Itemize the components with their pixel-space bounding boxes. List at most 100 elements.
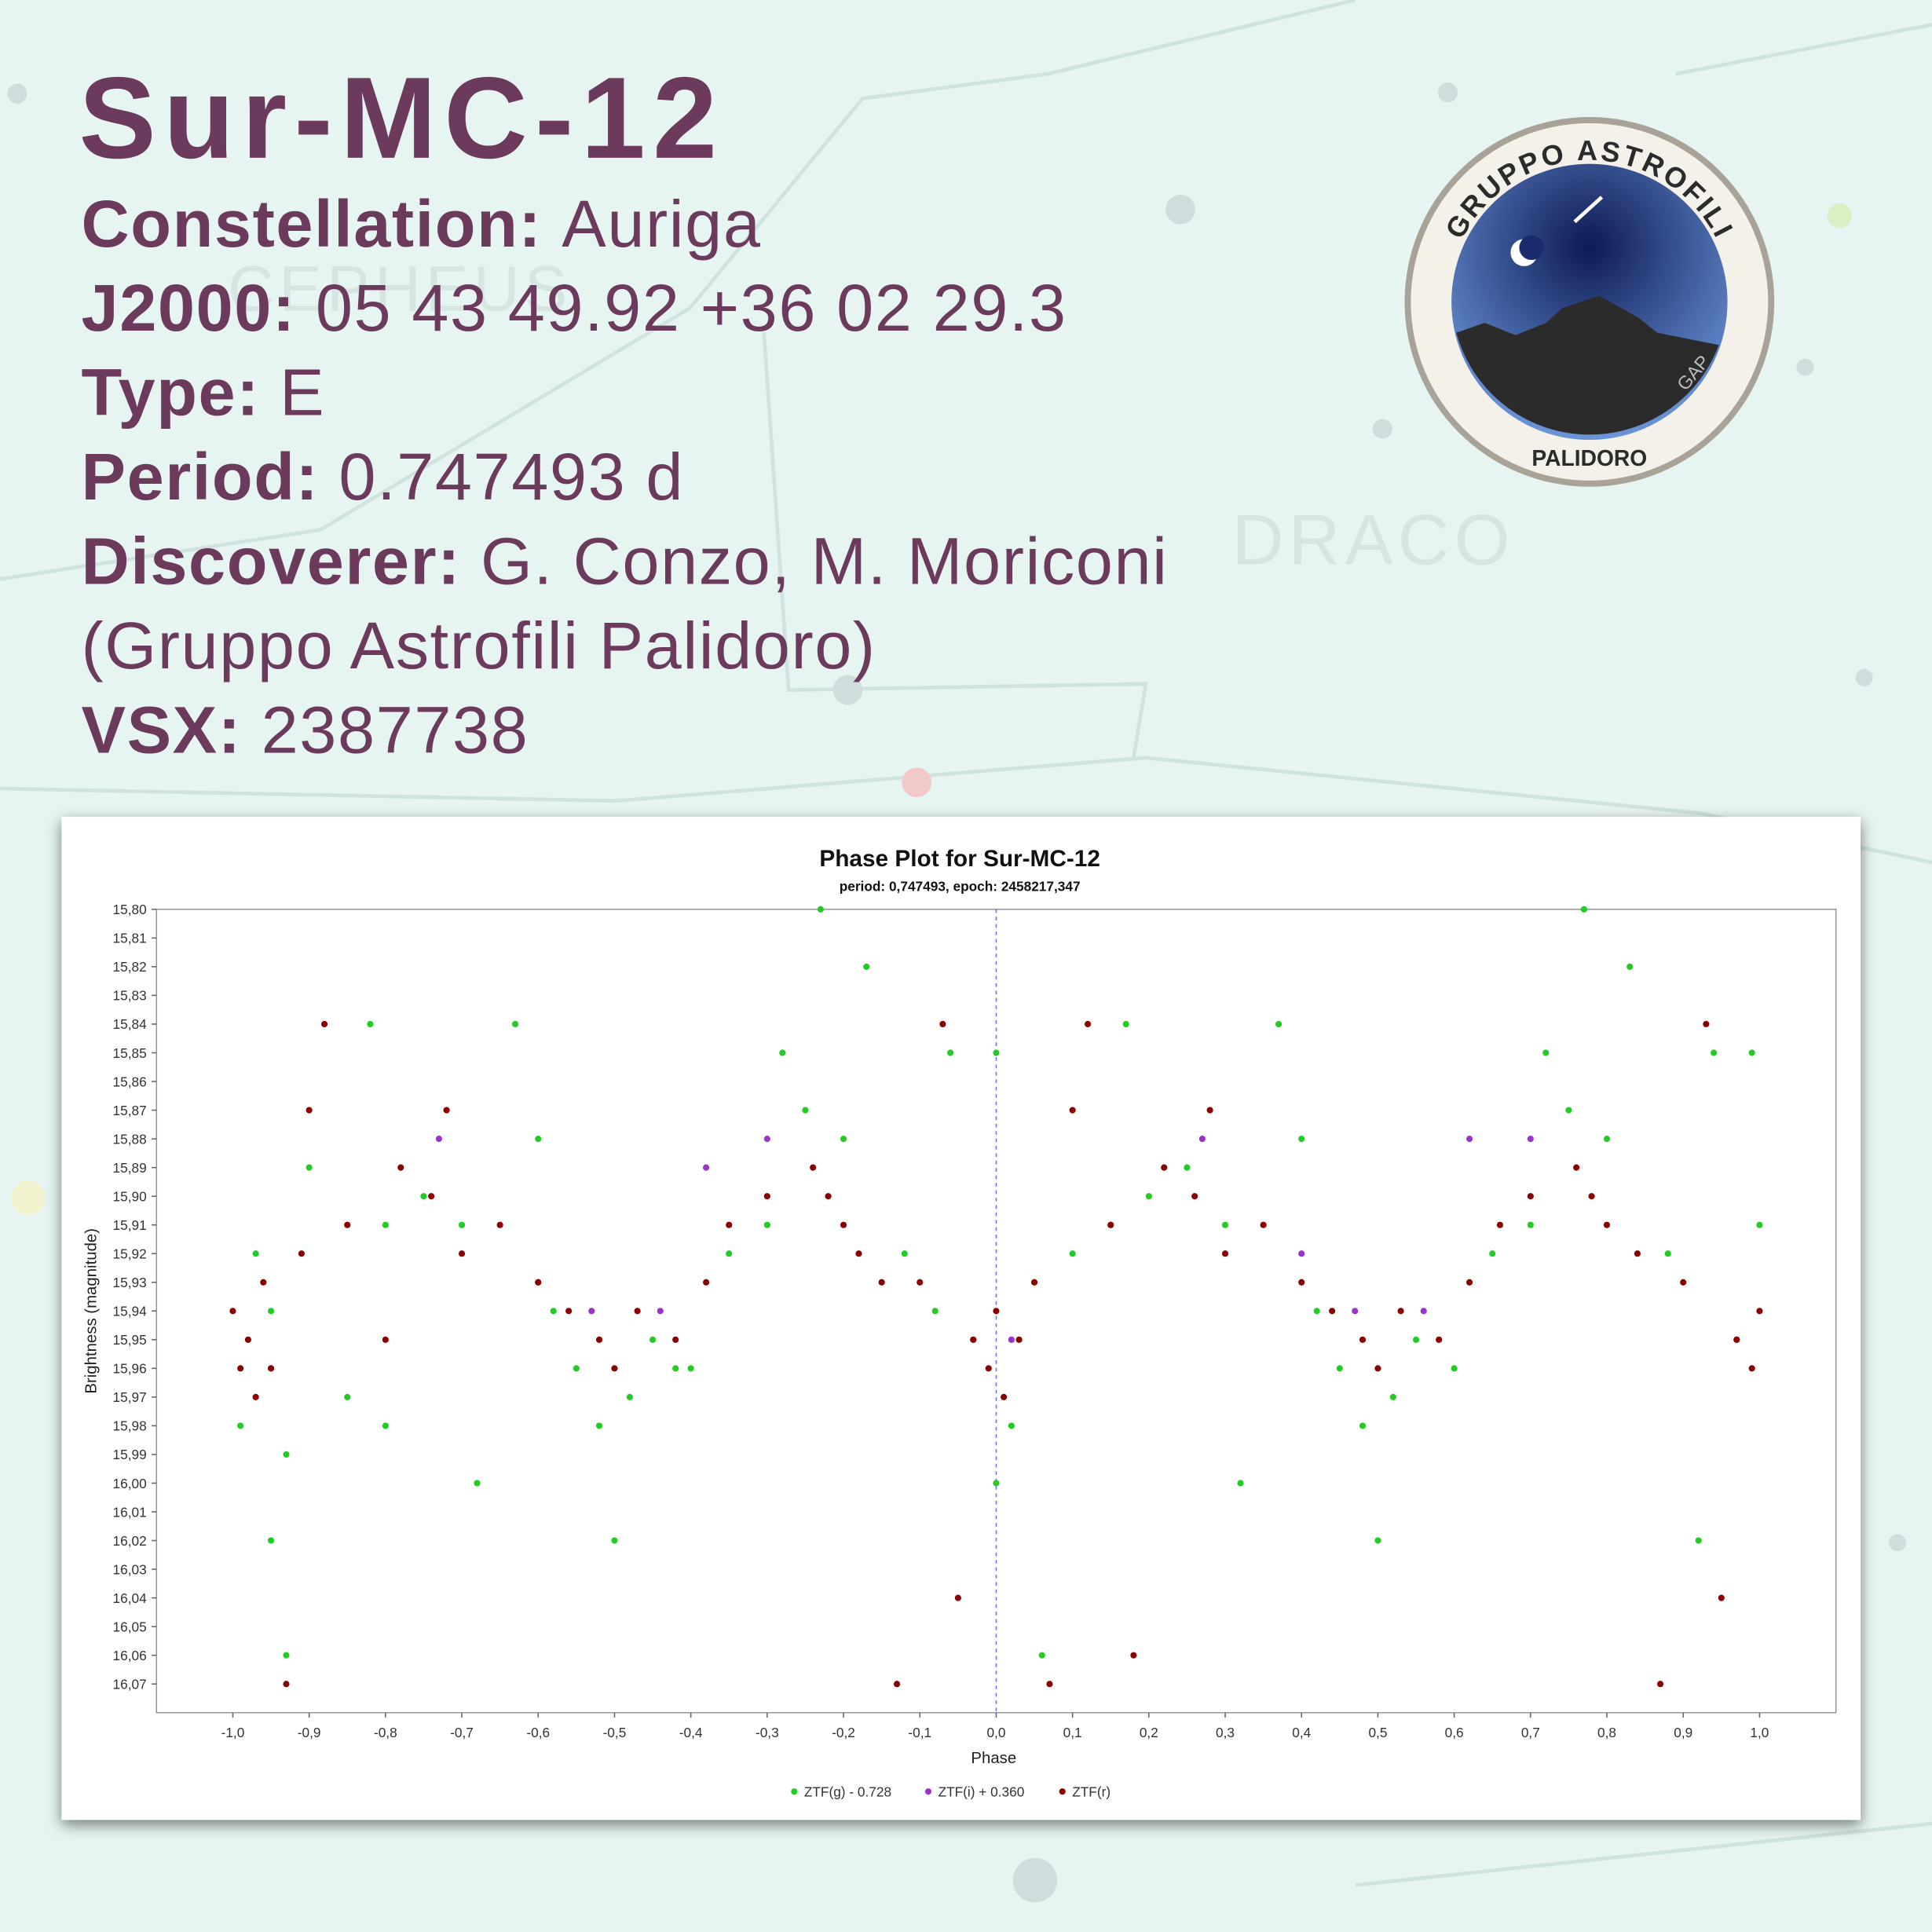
data-point — [1580, 906, 1587, 913]
legend-swatch — [924, 1788, 932, 1795]
info-line: Discoverer: G. Conzo, M. Moriconi — [82, 524, 1169, 598]
x-tick-label: 0,2 — [1140, 1725, 1158, 1740]
info-line: J2000: 05 43 49.92 +36 02 29.3 — [82, 270, 1067, 345]
x-tick-label: 0,4 — [1292, 1725, 1311, 1740]
x-tick-label: -0,6 — [526, 1725, 550, 1740]
data-point — [802, 1107, 809, 1114]
data-point — [588, 1308, 595, 1315]
y-tick-label: 15,96 — [113, 1361, 147, 1377]
y-tick-label: 16,04 — [113, 1590, 148, 1606]
info-line: Period: 0.747493 d — [82, 439, 685, 514]
info-value: (Gruppo Astrofili Palidoro) — [82, 608, 876, 682]
data-point — [283, 1451, 290, 1458]
data-point — [1298, 1136, 1305, 1143]
data-point — [939, 1020, 946, 1028]
data-point — [840, 1221, 847, 1228]
data-point — [1695, 1537, 1702, 1544]
data-point — [252, 1393, 259, 1400]
data-point — [763, 1136, 770, 1143]
x-tick-label: 0,8 — [1597, 1725, 1616, 1740]
x-tick-label: -0,9 — [298, 1725, 321, 1740]
data-point — [878, 1279, 885, 1286]
y-tick-label: 15,80 — [113, 902, 147, 917]
data-point — [1015, 1336, 1023, 1343]
info-line: Constellation: Auriga — [82, 186, 762, 261]
data-point — [863, 963, 870, 970]
data-point — [244, 1336, 251, 1343]
data-point — [931, 1308, 939, 1315]
x-tick-label: -0,3 — [756, 1725, 779, 1740]
data-point — [810, 1164, 817, 1171]
data-point — [565, 1308, 573, 1315]
y-tick-label: 15,86 — [113, 1074, 147, 1089]
data-point — [260, 1279, 267, 1286]
logo: GRUPPO ASTROFILI PALIDORO GAP — [1404, 117, 1775, 487]
data-point — [825, 1193, 832, 1200]
data-point — [1397, 1308, 1404, 1315]
y-tick-label: 15,92 — [113, 1246, 147, 1261]
chart-title: Phase Plot for Sur-MC-12 — [819, 846, 1100, 872]
data-point — [687, 1365, 694, 1372]
y-tick-label: 15,81 — [113, 931, 147, 946]
data-point — [1718, 1594, 1725, 1601]
x-tick-label: -0,8 — [374, 1725, 397, 1740]
data-point — [1465, 1279, 1473, 1286]
x-tick-label: 1,0 — [1750, 1725, 1769, 1740]
data-point — [535, 1136, 542, 1143]
data-point — [382, 1336, 389, 1343]
data-point — [763, 1193, 770, 1200]
data-point — [1046, 1681, 1053, 1688]
info-label: Type: — [82, 355, 260, 430]
y-tick-label: 16,05 — [113, 1619, 147, 1634]
data-point — [1527, 1221, 1534, 1228]
data-point — [1184, 1164, 1191, 1171]
data-point — [779, 1049, 786, 1056]
data-point — [1206, 1107, 1213, 1114]
legend-label: ZTF(r) — [1072, 1784, 1111, 1799]
x-tick-label: -0,1 — [908, 1725, 931, 1740]
data-point — [1298, 1279, 1305, 1286]
data-point — [634, 1308, 641, 1315]
x-tick-label: 0,3 — [1216, 1725, 1235, 1740]
data-point — [1603, 1136, 1611, 1143]
x-tick-label: -0,4 — [679, 1725, 703, 1740]
data-point — [1221, 1250, 1229, 1257]
data-point — [283, 1652, 290, 1659]
data-point — [1465, 1136, 1473, 1143]
data-point — [267, 1537, 275, 1544]
data-point — [840, 1136, 847, 1143]
data-point — [367, 1020, 374, 1028]
info-label: Period: — [82, 439, 320, 514]
data-point — [458, 1250, 466, 1257]
logo-text: PALIDORO — [1531, 445, 1647, 470]
info-value: 05 43 49.92 +36 02 29.3 — [316, 270, 1067, 345]
info-value: 0.747493 d — [338, 439, 684, 514]
data-point — [435, 1136, 442, 1143]
data-point — [1489, 1250, 1496, 1257]
legend-swatch — [791, 1788, 798, 1795]
data-point — [237, 1365, 244, 1372]
x-tick-label: -1,0 — [221, 1725, 245, 1740]
data-point — [1451, 1365, 1458, 1372]
data-point — [306, 1107, 313, 1114]
data-point — [321, 1020, 328, 1028]
y-tick-label: 16,07 — [113, 1676, 147, 1692]
chart: Phase Plot for Sur-MC-12 period: 0,747493… — [82, 846, 1837, 1799]
data-point — [595, 1336, 603, 1343]
data-point — [917, 1279, 924, 1286]
data-point — [595, 1422, 603, 1429]
data-point — [1221, 1221, 1229, 1228]
data-point — [893, 1681, 901, 1688]
y-tick-label: 15,83 — [113, 988, 147, 1004]
data-point — [657, 1308, 664, 1315]
data-point — [817, 906, 824, 913]
x-tick-label: -0,5 — [603, 1725, 627, 1740]
info-line: (Gruppo Astrofili Palidoro) — [82, 608, 876, 682]
data-point — [1084, 1020, 1092, 1028]
data-point — [267, 1308, 275, 1315]
data-point — [1298, 1250, 1305, 1257]
data-point — [428, 1193, 435, 1200]
data-point — [1680, 1279, 1687, 1286]
x-tick-label: 0,6 — [1445, 1725, 1464, 1740]
